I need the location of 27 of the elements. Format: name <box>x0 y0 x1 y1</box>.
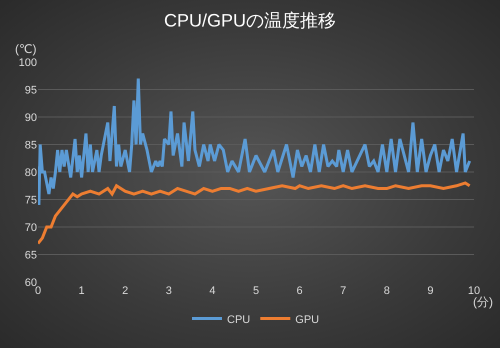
y-tick-label: 95 <box>24 84 37 96</box>
y-tick-label: 100 <box>18 56 37 69</box>
x-tick-label: 9 <box>427 285 434 297</box>
y-tick-label: 85 <box>24 139 37 152</box>
x-tick-label: 10 <box>468 285 480 297</box>
x-tick-label: 8 <box>384 285 390 297</box>
y-tick-label: 60 <box>24 276 37 289</box>
x-tick-label: 0 <box>34 285 42 297</box>
x-tick-label: 1 <box>78 285 85 297</box>
x-tick-label: 3 <box>166 285 172 297</box>
y-tick-label: 80 <box>24 166 37 179</box>
y-tick-label: 90 <box>24 112 37 124</box>
x-tick-label: 7 <box>340 285 346 297</box>
x-tick-label: 5 <box>252 285 260 297</box>
chart-title: CPU/GPUの温度推移 <box>164 10 336 31</box>
x-axis-title: (分) <box>473 295 493 309</box>
line-series <box>38 77 472 206</box>
line-series <box>38 182 472 245</box>
x-tick-label: 2 <box>122 285 128 297</box>
y-tick-label: 65 <box>24 249 37 262</box>
y-tick-label: 70 <box>24 222 37 234</box>
legend-label: CPU <box>227 314 250 326</box>
y-axis-title: (℃) <box>15 42 36 56</box>
x-tick-label: 6 <box>296 285 303 297</box>
x-tick-label: 4 <box>209 285 216 297</box>
legend-label: GPU <box>295 314 320 326</box>
y-tick-label: 75 <box>24 194 37 206</box>
